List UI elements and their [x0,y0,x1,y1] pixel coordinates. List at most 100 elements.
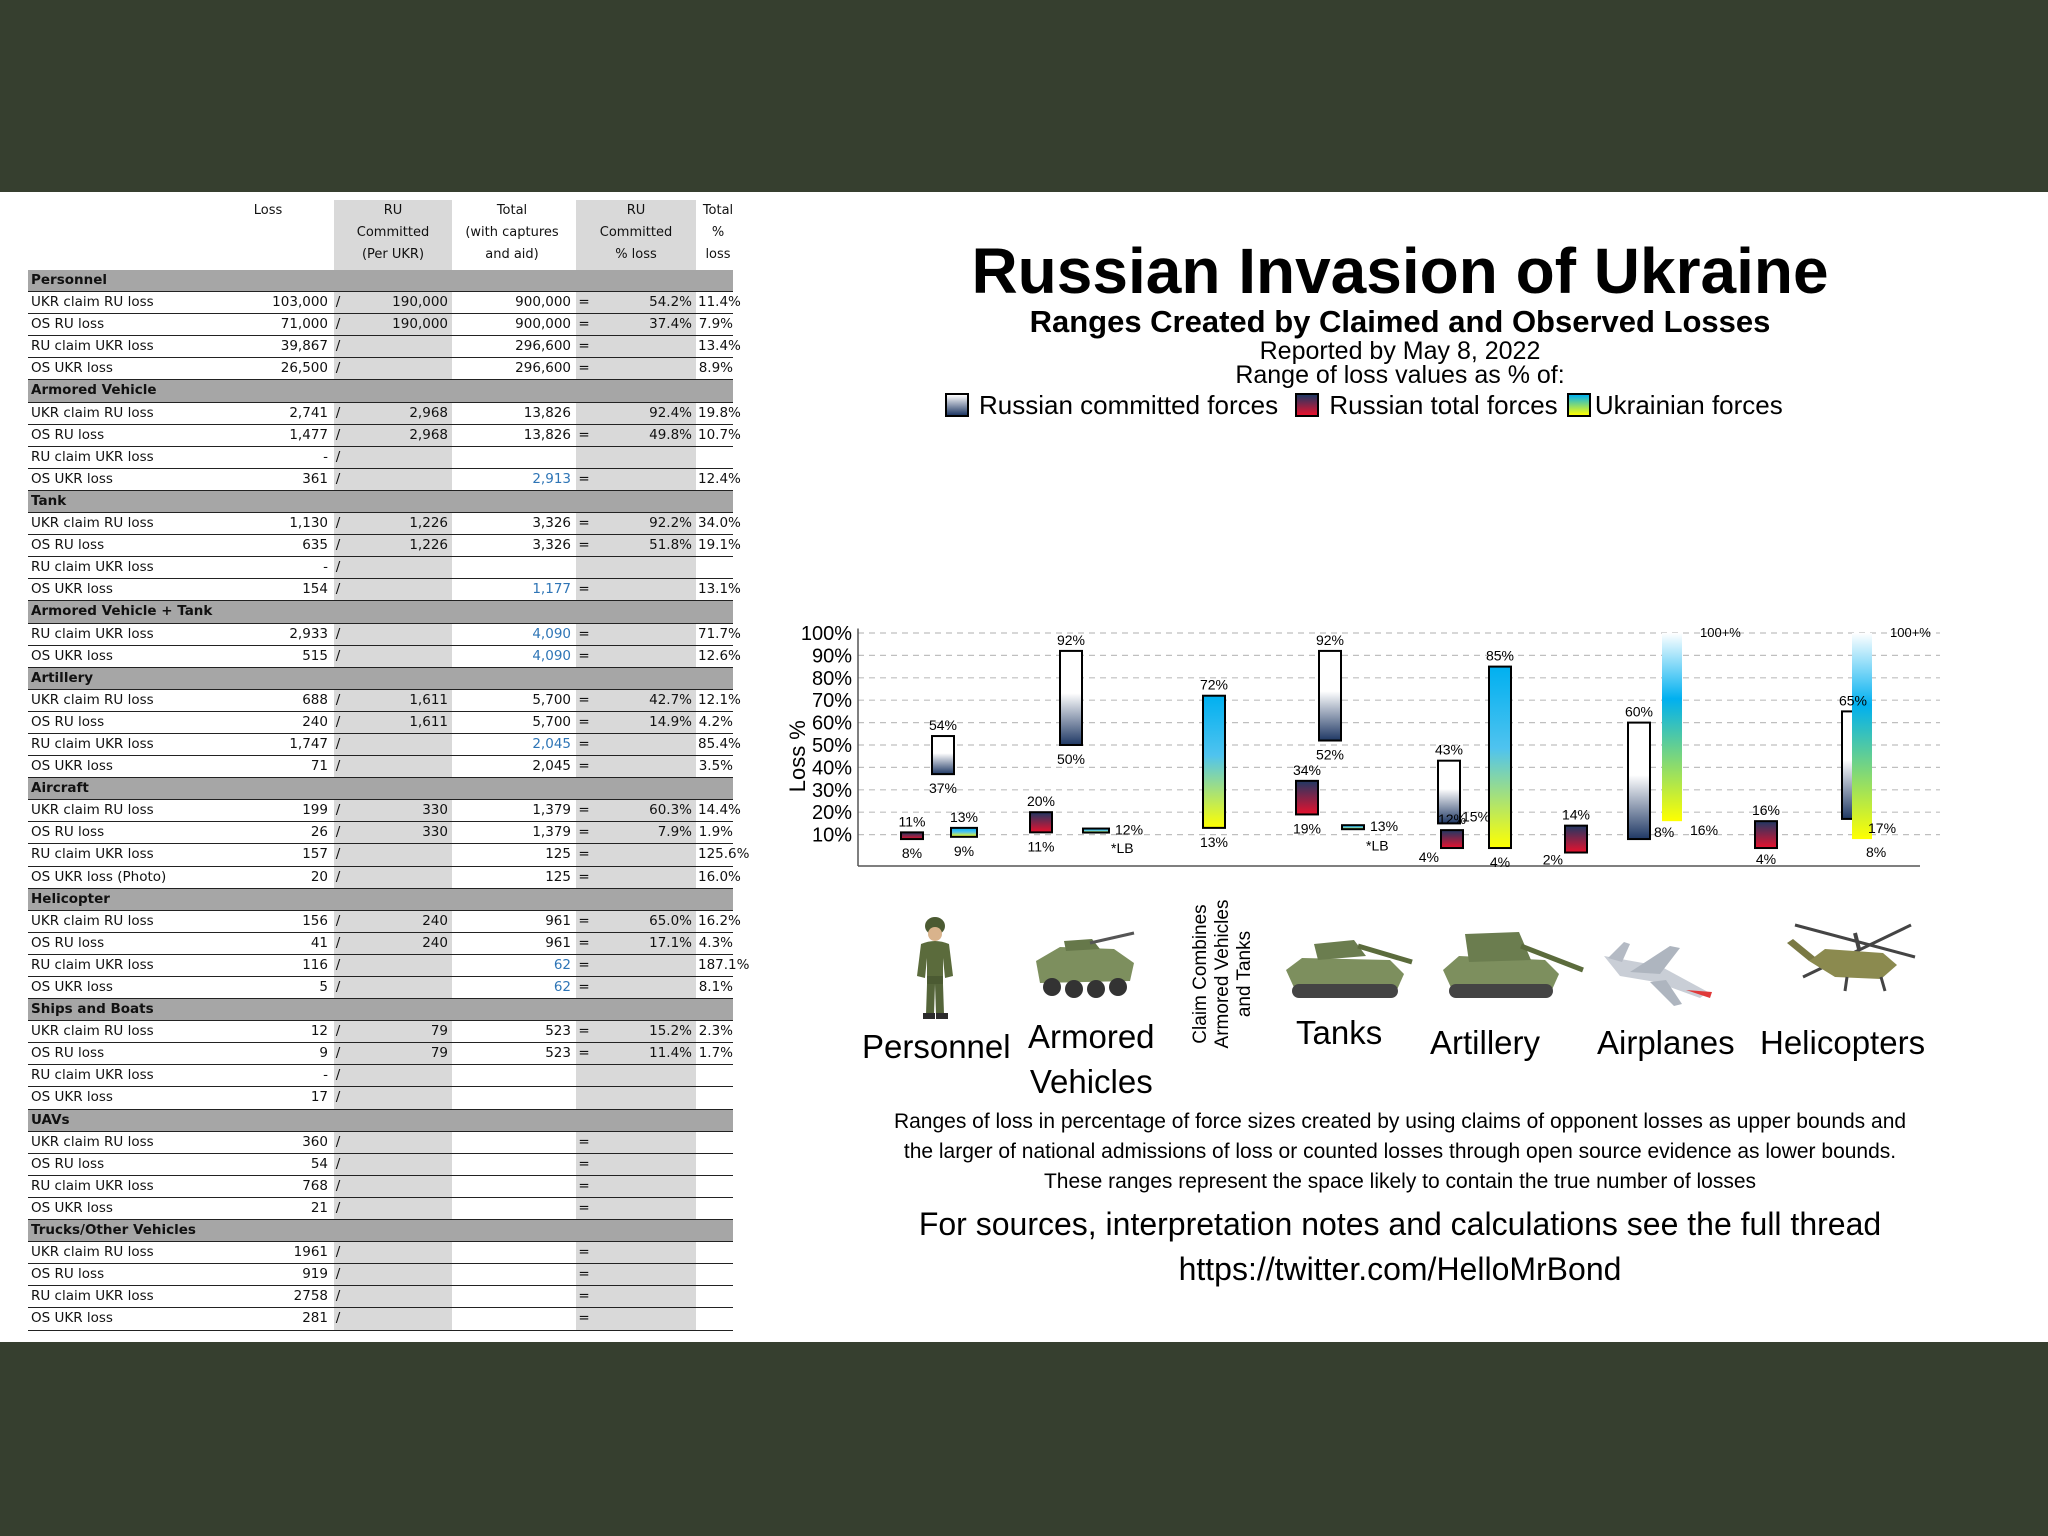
header-total: Total (with captures and aid) [465,203,559,262]
bar-low-label: 4% [1490,854,1510,870]
table-cell-loss: 1,130 [289,515,328,532]
table-cell-eq: = [578,537,590,554]
bar-high-label: 12% [1115,822,1143,838]
table-cell-committed: 1,226 [409,515,448,532]
table-row: OS UKR loss 515 / 4,090 = 12.6% [28,646,741,668]
category-label-helicopters: Helicopters [1760,1024,1926,1061]
table-cell-tpct: 13.1% [698,581,741,598]
table-cell-eq: = [578,691,590,708]
range-bar-1-2 [1082,827,1110,834]
table-section-header: UAVs [28,1109,733,1132]
table-section-header: Tank [28,490,733,514]
header-loss: Loss [253,203,283,218]
table-cell-sep: / [335,647,341,664]
bar-low-label: 11% [1028,838,1055,854]
artillery-icon [1443,932,1584,998]
table-cell-label: OS RU loss [31,824,105,841]
bar-high-label: 85% [1486,648,1514,664]
table-section-header: Ships and Boats [28,999,733,1022]
bar-high-label: 11% [899,813,926,829]
table-cell-label: RU claim UKR loss [31,956,154,973]
table-cell-total: 1,177 [532,581,571,598]
table-cell-sep: / [335,1310,341,1327]
reported-date: Reported by May 8, 2022 [1259,337,1541,365]
range-bar-5-1 [1627,721,1651,841]
table-cell-sep: / [335,1045,341,1062]
bar-low-label: 50% [1057,751,1085,767]
table-cell-total: 1,379 [532,802,571,819]
table-row: RU claim UKR loss - / [28,1065,733,1088]
bar-low-label: 2% [1543,852,1563,868]
table-cell-tpct: 4.2% [698,713,733,730]
table-cell-total: 900,000 [515,294,571,311]
yellow-blue-swatch-icon [1566,393,1591,417]
table-cell-eq: = [578,338,590,355]
table-cell-loss: 39,867 [280,338,328,355]
range-bar-1-1 [1029,811,1053,834]
table-cell-committed: 79 [430,1023,448,1040]
table-row: OS RU loss 26 / 330 1,379 = 7.9% 1.9% [28,822,733,845]
table-cell-loss: - [323,1067,328,1084]
table-cell-pct: 92.4% [649,404,692,421]
table-cell-loss: 54 [310,1155,328,1172]
table-cell-eq: = [578,1199,590,1216]
table-row: OS RU loss 919 / = [28,1264,733,1287]
slide: Loss RU Committed (Per UKR) Total (with cap… [0,192,2048,1342]
table-cell-total: 2,913 [532,470,571,487]
table-cell-sep: / [335,1244,341,1261]
table-cell-total: 961 [545,934,571,951]
table-cell-label: OS RU loss [31,1155,105,1172]
table-cell-pct: 49.8% [649,426,692,443]
table-cell-tpct: 16.2% [698,912,741,929]
table-cell-loss: 281 [302,1310,328,1327]
table-cell-eq: = [578,868,590,885]
tank-icon [1286,940,1413,998]
table-cell-label: OS RU loss [31,1266,105,1283]
table-cell-tpct: 125.6% [698,846,750,863]
table-cell-loss: 5 [319,979,328,995]
chart-subtitle: Ranges Created by Claimed and Observed L… [1029,304,1771,339]
table-cell-pct: 54.2% [649,294,692,311]
table-cell-committed: 190,000 [392,294,448,311]
table-row: UKR claim RU loss 156 / 240 961 = 65.0% 16.2% [28,911,741,933]
table-row: UKR claim RU loss 1961 / = [28,1242,733,1265]
chart-grid [858,632,1940,836]
table-cell-loss: 360 [302,1133,328,1150]
table-cell-label: OS UKR loss [31,979,113,995]
category-label-personnel: Personnel [862,1028,1011,1065]
table-row: RU claim UKR loss 768 / = [28,1176,733,1198]
bar-high-label: 12% [1438,811,1466,827]
table-row: RU claim UKR loss 116 / 62 = 187.1% [28,955,749,977]
table-cell-loss: - [323,448,328,465]
table-cell-sep: / [335,625,341,642]
y-tick-label: 40% [812,757,852,779]
table-row: OS UKR loss (Photo) 20 / 125 = 16.0% [28,867,741,889]
table-cell-sep: / [335,515,341,532]
table-row: RU claim UKR loss 1,747 / 2,045 = 85.4% [28,734,741,757]
y-tick-label: 70% [812,690,852,712]
table-cell-sep: / [335,404,341,421]
table-row: RU claim UKR loss 39,867 / 296,600 = 13.4% [28,336,741,359]
sources-link[interactable]: https://twitter.com/HelloMrBond [1178,1251,1622,1287]
table-cell-sep: / [335,360,341,377]
category-label-line: Armored [1028,1018,1155,1055]
table-cell-label: RU claim UKR loss [31,338,154,355]
table-cell-label: OS UKR loss [31,470,113,487]
header-ru-committed: RU Committed (Per UKR) [334,200,452,270]
table-row: OS UKR loss 361 / 2,913 = 12.4% [28,469,741,491]
table-cell-label: OS RU loss [31,316,105,333]
legend-item-committed: Russian committed forces [945,390,1278,421]
table-cell-pct: 17.1% [649,934,692,951]
table-row: UKR claim RU loss 199 / 330 1,379 = 60.3% 14.4% [28,800,741,823]
table-cell-tpct: 10.7% [698,426,741,443]
table-row: UKR claim RU loss 688 / 1,611 5,700 = 42.7% 12.… [28,690,741,712]
table-cell-label: RU claim UKR loss [31,1177,154,1194]
category-label-tanks: Tanks [1296,1014,1383,1051]
table-cell-label: OS RU loss [31,713,105,730]
category-label-artillery: Artillery [1430,1024,1541,1061]
table-cell-label: UKR claim RU loss [31,1244,154,1261]
sources-line: For sources, interpretation notes and ca… [918,1206,1882,1242]
y-axis-title: Loss % [785,720,810,792]
table-cell-pct: 65.0% [649,912,692,929]
table-cell-label: UKR claim RU loss [31,1133,154,1150]
